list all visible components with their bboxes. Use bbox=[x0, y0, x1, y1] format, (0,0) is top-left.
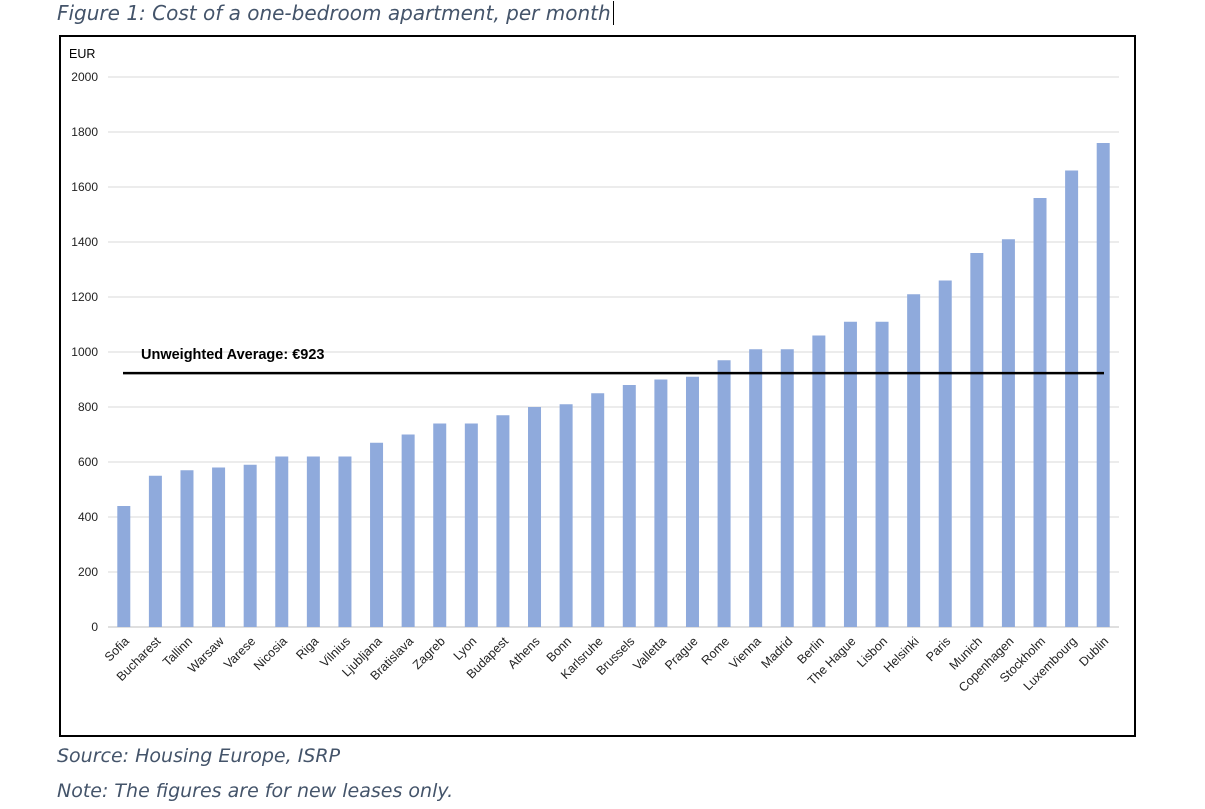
source-note: Source: Housing Europe, ISRP bbox=[57, 745, 341, 767]
y-tick-label: 0 bbox=[91, 620, 98, 634]
bar bbox=[212, 467, 226, 627]
bar bbox=[243, 464, 257, 627]
bar bbox=[843, 321, 857, 627]
bar bbox=[1033, 198, 1047, 627]
x-tick-label: Zagreb bbox=[410, 634, 448, 672]
x-tick-label: Helsinki bbox=[881, 634, 922, 675]
bar bbox=[907, 294, 921, 627]
bar bbox=[749, 349, 763, 627]
bar bbox=[938, 280, 952, 627]
bar bbox=[1001, 239, 1015, 627]
bar bbox=[970, 253, 984, 627]
figure-title: Figure 1: Cost of a one-bedroom apartmen… bbox=[57, 1, 614, 25]
y-tick-label: 1200 bbox=[71, 290, 98, 304]
x-tick-label: Prague bbox=[662, 634, 700, 672]
bar bbox=[591, 393, 605, 627]
y-tick-label: 2000 bbox=[71, 70, 98, 84]
bar bbox=[370, 442, 384, 627]
bar bbox=[654, 379, 668, 627]
bar bbox=[812, 335, 826, 627]
y-tick-label: 800 bbox=[78, 400, 98, 414]
y-tick-label: 1600 bbox=[71, 180, 98, 194]
bar bbox=[180, 470, 194, 627]
lease-note: Note: The figures are for new leases onl… bbox=[57, 780, 454, 802]
chart-frame: 0 200 400 600 800 1000 1200 1400 1600 1800 2000 So… bbox=[59, 35, 1136, 737]
bar bbox=[622, 385, 636, 627]
y-tick-label: 1400 bbox=[71, 235, 98, 249]
y-tick-label: 1000 bbox=[71, 345, 98, 359]
y-tick-label: 600 bbox=[78, 455, 98, 469]
x-tick-label: Valletta bbox=[630, 634, 669, 673]
bar bbox=[717, 360, 731, 627]
x-axis-ticks: SofiaBucharestTallinnWarsawVareseNicosia… bbox=[102, 634, 1111, 695]
bar bbox=[1065, 170, 1079, 627]
x-tick-label: Athens bbox=[505, 634, 542, 671]
y-axis-label: EUR bbox=[69, 47, 95, 61]
x-tick-label: Riga bbox=[293, 634, 321, 662]
bar bbox=[117, 506, 131, 627]
x-tick-label: Nicosia bbox=[251, 634, 290, 673]
bar-chart: 0 200 400 600 800 1000 1200 1400 1600 1800 2000 So… bbox=[69, 47, 1119, 695]
bar bbox=[401, 434, 415, 627]
bar bbox=[275, 456, 289, 627]
bar bbox=[433, 423, 447, 627]
bar bbox=[1096, 143, 1110, 627]
average-label: Unweighted Average: €923 bbox=[141, 347, 324, 363]
bar bbox=[685, 376, 699, 627]
bar bbox=[780, 349, 794, 627]
x-tick-label: Madrid bbox=[758, 634, 795, 671]
bar bbox=[496, 415, 510, 627]
x-tick-label: Dublin bbox=[1076, 634, 1111, 669]
bar bbox=[559, 404, 573, 627]
bar bbox=[338, 456, 352, 627]
y-tick-label: 200 bbox=[78, 565, 98, 579]
y-tick-label: 1800 bbox=[71, 125, 98, 139]
bar bbox=[148, 475, 162, 627]
x-tick-label: Warsaw bbox=[185, 634, 227, 676]
y-tick-label: 400 bbox=[78, 510, 98, 524]
bar bbox=[528, 407, 542, 627]
y-axis-ticks: 0 200 400 600 800 1000 1200 1400 1600 1800 2000 bbox=[71, 70, 98, 634]
bar bbox=[306, 456, 320, 627]
bars bbox=[117, 143, 1110, 627]
bar bbox=[875, 321, 889, 627]
x-tick-label: Lyon bbox=[451, 634, 480, 663]
x-tick-label: Vienna bbox=[727, 634, 764, 671]
bar bbox=[464, 423, 478, 627]
